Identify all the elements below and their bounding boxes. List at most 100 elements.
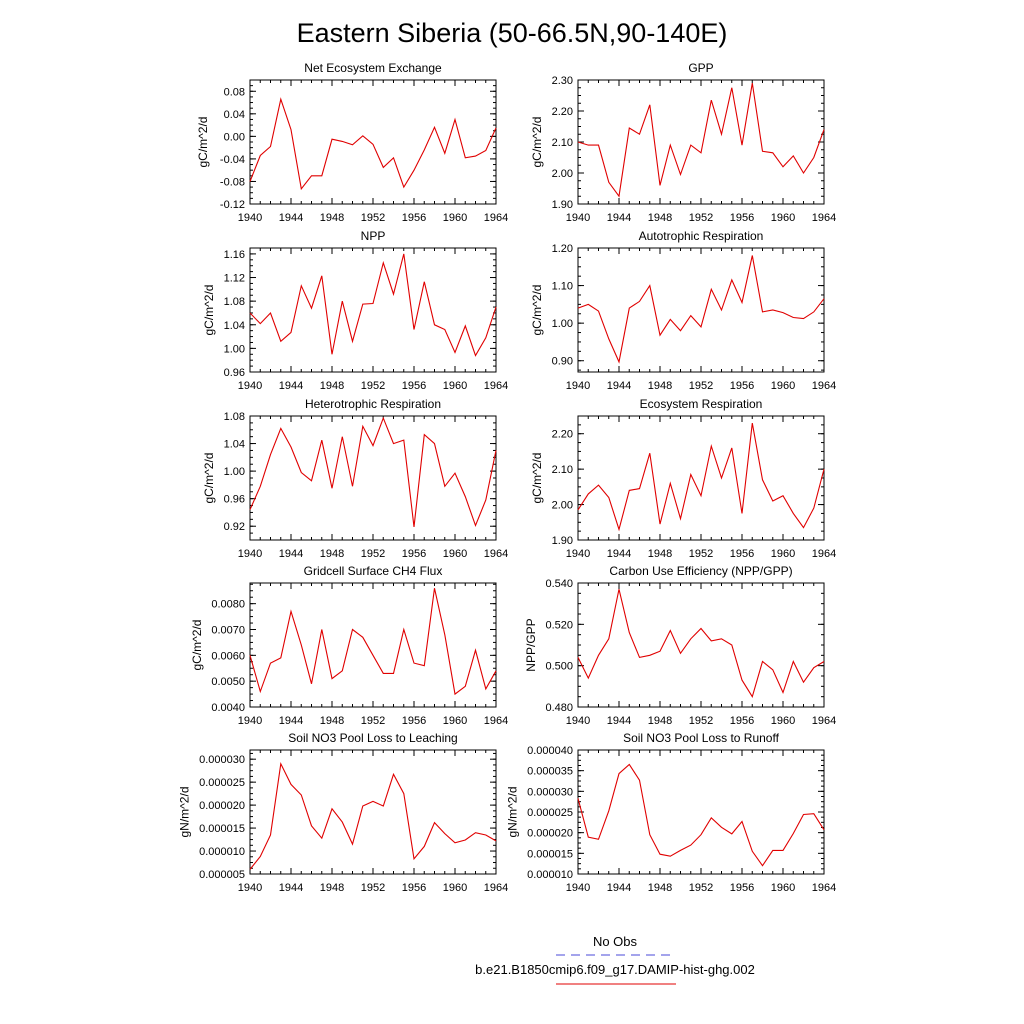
y-tick-label: 1.12 <box>224 273 245 285</box>
x-tick-label: 1964 <box>812 212 836 224</box>
x-tick-label: 1960 <box>771 548 795 560</box>
x-tick-label: 1960 <box>771 715 795 727</box>
y-tick-label: 0.90 <box>552 356 573 368</box>
series-line <box>577 589 825 699</box>
panel-title: GPP <box>688 61 713 75</box>
panel-1: GPP 1940 1944 1948 1952 1956 1960 1964 1.90 2.00 2… <box>530 61 836 224</box>
x-tick-label: 1964 <box>484 548 508 560</box>
y-tick-label: 0.000010 <box>527 869 573 881</box>
y-tick-label: 0.000025 <box>527 807 573 819</box>
y-tick-label: 0.96 <box>224 367 245 379</box>
x-tick-label: 1956 <box>402 882 426 894</box>
figure-title: Eastern Siberia (50-66.5N,90-140E) <box>297 18 728 48</box>
panel-title: Autotrophic Respiration <box>639 229 764 243</box>
panel-7: Carbon Use Efficiency (NPP/GPP) 1940 1944 1… <box>524 564 836 727</box>
panel-0: Net Ecosystem Exchange 1940 1944 1948 1952 19… <box>196 61 508 224</box>
y-tick-label: 2.10 <box>552 464 573 476</box>
x-tick-label: 1944 <box>607 212 631 224</box>
x-tick-label: 1940 <box>566 882 590 894</box>
x-tick-label: 1940 <box>566 212 590 224</box>
y-tick-label: 0.92 <box>224 521 245 533</box>
series-line <box>577 763 825 867</box>
x-tick-label: 1940 <box>238 212 262 224</box>
panel-title: Carbon Use Efficiency (NPP/GPP) <box>609 564 792 578</box>
x-tick-label: 1964 <box>484 212 508 224</box>
x-tick-label: 1956 <box>730 548 754 560</box>
x-tick-label: 1960 <box>443 212 467 224</box>
x-tick-label: 1944 <box>279 548 303 560</box>
plot-frame <box>577 582 825 708</box>
x-tick-label: 1964 <box>812 715 836 727</box>
x-tick-label: 1956 <box>730 882 754 894</box>
y-tick-label: 0.0060 <box>211 650 245 662</box>
x-tick-label: 1956 <box>730 212 754 224</box>
y-tick-label: 0.0040 <box>211 702 245 714</box>
x-tick-label: 1940 <box>566 380 590 392</box>
y-tick-label: 0.000030 <box>527 786 573 798</box>
x-tick-label: 1960 <box>771 882 795 894</box>
plot-frame <box>577 79 825 205</box>
y-tick-label: 1.08 <box>224 296 245 308</box>
series-line <box>577 83 825 198</box>
series-line <box>249 416 497 528</box>
y-tick-label: 2.00 <box>552 168 573 180</box>
panel-3: Autotrophic Respiration 1940 1944 1948 1952 1… <box>530 229 836 392</box>
y-tick-label: 1.08 <box>224 411 245 423</box>
y-tick-label: 1.00 <box>552 318 573 330</box>
x-tick-label: 1964 <box>812 380 836 392</box>
y-tick-label: 0.000040 <box>527 745 573 757</box>
x-tick-label: 1944 <box>279 212 303 224</box>
y-tick-label: 0.0050 <box>211 676 245 688</box>
y-tick-label: 0.000030 <box>199 754 245 766</box>
y-axis-label: gN/m^2/d <box>177 787 191 838</box>
x-tick-label: 1952 <box>361 548 385 560</box>
x-tick-label: 1948 <box>648 212 672 224</box>
x-tick-label: 1940 <box>238 715 262 727</box>
plot-frame <box>249 749 497 875</box>
y-tick-label: 2.10 <box>552 137 573 149</box>
y-tick-label: -0.08 <box>220 176 245 188</box>
x-tick-label: 1948 <box>320 882 344 894</box>
x-tick-label: 1952 <box>361 212 385 224</box>
x-tick-label: 1948 <box>320 715 344 727</box>
x-tick-label: 1956 <box>402 380 426 392</box>
x-tick-label: 1960 <box>771 212 795 224</box>
x-tick-label: 1944 <box>607 882 631 894</box>
y-tick-label: 0.000020 <box>527 828 573 840</box>
x-tick-label: 1964 <box>484 882 508 894</box>
panels-grid: Net Ecosystem Exchange 1940 1944 1948 1952 19… <box>177 61 836 894</box>
x-tick-label: 1956 <box>402 212 426 224</box>
y-tick-label: 0.08 <box>224 86 245 98</box>
plot-frame <box>249 247 497 373</box>
x-tick-label: 1948 <box>320 380 344 392</box>
x-tick-label: 1948 <box>648 882 672 894</box>
x-tick-label: 1956 <box>730 380 754 392</box>
y-tick-label: 0.000005 <box>199 869 245 881</box>
x-tick-label: 1940 <box>566 548 590 560</box>
legend-label-no-obs: No Obs <box>593 934 638 949</box>
series-line <box>577 423 825 532</box>
y-tick-label: 0.520 <box>545 619 573 631</box>
x-tick-label: 1944 <box>607 715 631 727</box>
y-tick-label: -0.04 <box>220 154 245 166</box>
x-tick-label: 1960 <box>443 715 467 727</box>
x-tick-label: 1960 <box>443 882 467 894</box>
y-tick-label: 0.000015 <box>199 823 245 835</box>
x-tick-label: 1948 <box>648 380 672 392</box>
x-tick-label: 1964 <box>812 548 836 560</box>
panel-title: Ecosystem Respiration <box>640 397 763 411</box>
panel-8: Soil NO3 Pool Loss to Leaching 1940 1944 19… <box>177 731 508 894</box>
x-tick-label: 1948 <box>648 715 672 727</box>
series-line <box>249 588 497 696</box>
y-axis-label: gC/m^2/d <box>202 453 216 504</box>
panel-title: Soil NO3 Pool Loss to Runoff <box>623 731 780 745</box>
y-axis-label: gN/m^2/d <box>505 787 519 838</box>
x-tick-label: 1956 <box>402 548 426 560</box>
x-tick-label: 1948 <box>320 548 344 560</box>
series-line <box>249 761 497 870</box>
y-tick-label: 0.000035 <box>527 766 573 778</box>
x-tick-label: 1960 <box>443 380 467 392</box>
y-tick-label: 2.30 <box>552 75 573 87</box>
panel-2: NPP 1940 1944 1948 1952 1956 1960 1964 0.96 1.00 1… <box>202 229 508 392</box>
